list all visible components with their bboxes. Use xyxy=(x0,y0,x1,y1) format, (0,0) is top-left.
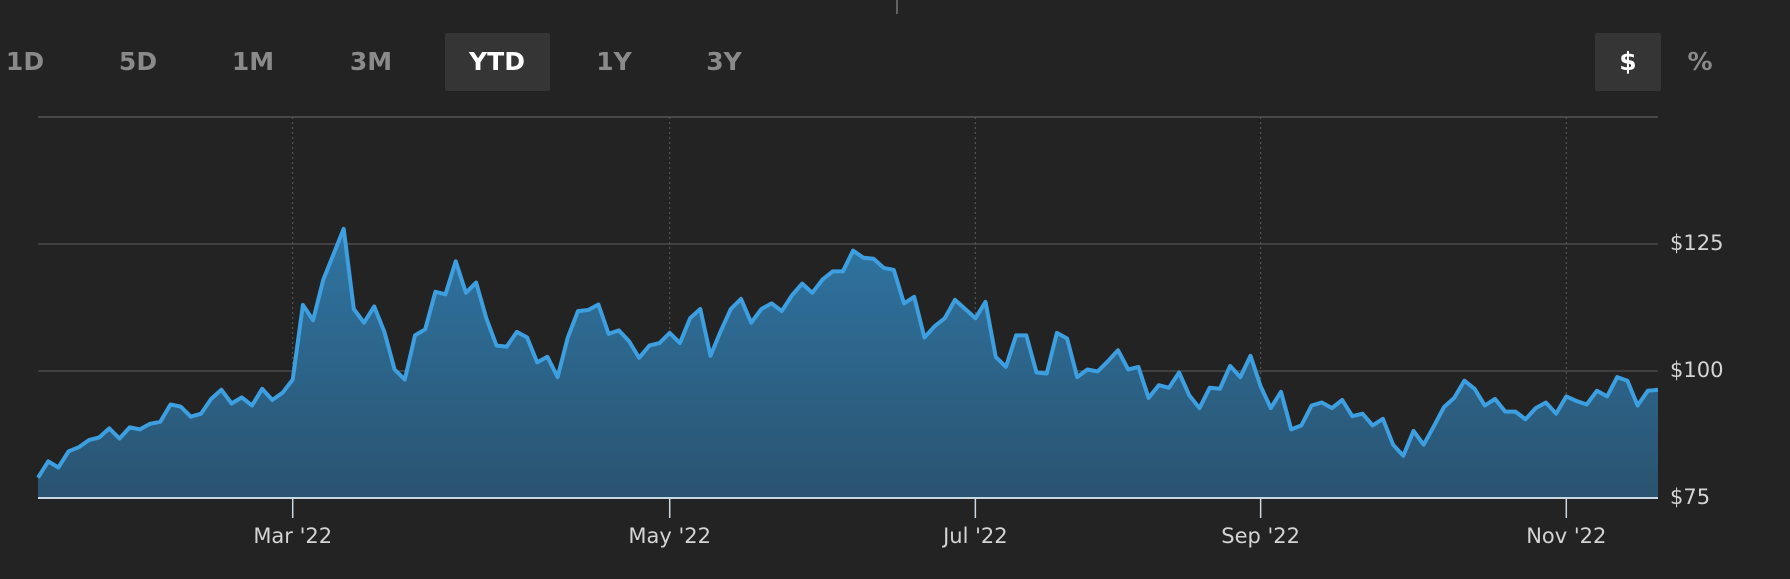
range-button[interactable]: 5D xyxy=(118,47,158,76)
x-tick-label: Sep '22 xyxy=(1221,524,1300,548)
range-button[interactable]: 1D xyxy=(5,47,45,76)
x-tick-label: Jul '22 xyxy=(941,524,1008,548)
range-button[interactable]: 3Y xyxy=(706,47,742,76)
x-tick-label: Mar '22 xyxy=(253,524,332,548)
range-button[interactable]: 1Y xyxy=(596,47,632,76)
range-button[interactable]: $ xyxy=(1595,33,1661,91)
y-tick-label: $125 xyxy=(1670,231,1723,255)
range-button[interactable]: 1M xyxy=(231,47,275,76)
y-tick-label: $75 xyxy=(1670,485,1710,509)
area xyxy=(38,228,1658,499)
price-line xyxy=(36,226,1659,479)
y-tick-label: $100 xyxy=(1670,358,1723,382)
range-button[interactable]: 3M xyxy=(349,47,393,76)
range-button[interactable]: % xyxy=(1687,47,1713,76)
x-tick-label: Nov '22 xyxy=(1526,524,1606,548)
range-button[interactable]: YTD xyxy=(444,33,550,91)
x-tick-label: May '22 xyxy=(628,524,711,548)
